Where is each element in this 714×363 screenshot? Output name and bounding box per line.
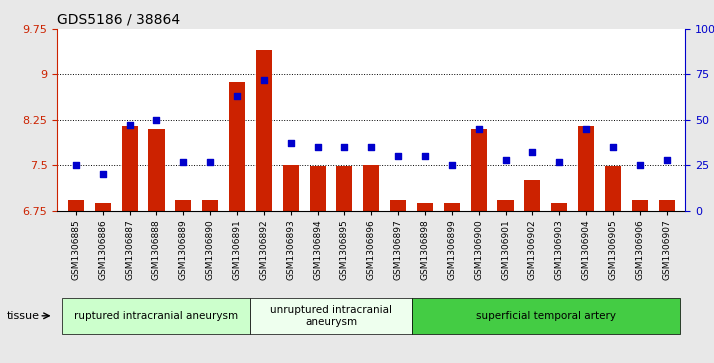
Bar [121,126,138,211]
Text: ruptured intracranial aneurysm: ruptured intracranial aneurysm [74,311,238,321]
Point [178,159,189,164]
Bar [283,165,298,211]
Bar [524,180,540,211]
Point [97,171,109,177]
Text: superficial temporal artery: superficial temporal artery [476,311,615,321]
Text: unruptured intracranial
aneurysm: unruptured intracranial aneurysm [270,305,392,327]
Bar [551,203,568,211]
Point [151,117,162,123]
Point [338,144,350,150]
Bar [632,200,648,211]
Bar [658,200,675,211]
Point [312,144,323,150]
Point [661,157,673,163]
Point [634,162,645,168]
Bar [256,50,272,211]
Point [607,144,618,150]
Point [580,126,592,132]
Point [204,159,216,164]
Point [393,153,404,159]
Point [366,144,377,150]
Bar [202,200,218,211]
Bar [578,126,594,211]
Point [285,140,296,146]
Bar [363,165,379,211]
Point [258,77,270,83]
Point [500,157,511,163]
Text: GDS5186 / 38864: GDS5186 / 38864 [57,12,180,26]
Bar [498,200,513,211]
Point [70,162,81,168]
Point [473,126,484,132]
Point [446,162,458,168]
Bar [175,200,191,211]
Bar [471,129,487,211]
Bar [390,200,406,211]
Bar [95,203,111,211]
Point [419,153,431,159]
Point [124,122,136,128]
Bar [149,129,164,211]
Bar [336,166,353,211]
Bar [444,203,460,211]
Bar [605,166,621,211]
Bar [68,200,84,211]
Text: tissue: tissue [7,311,40,321]
Bar [417,203,433,211]
Point [553,159,565,164]
Point [527,150,538,155]
Bar [310,166,326,211]
Bar [229,82,245,211]
Point [231,93,243,99]
